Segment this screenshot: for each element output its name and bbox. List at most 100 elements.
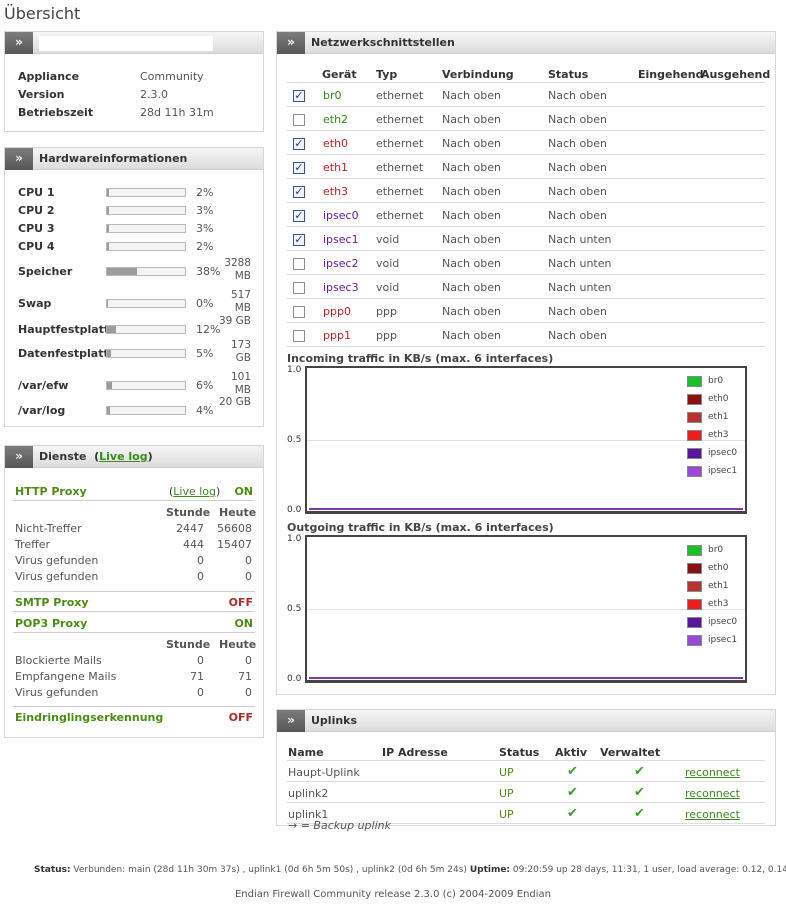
- usage-percent: 3%: [196, 222, 214, 235]
- row-divider: [287, 202, 765, 203]
- collapse-chevron-icon[interactable]: »: [277, 710, 305, 732]
- appliance-row-label: Version: [18, 88, 65, 101]
- stat-label: Virus gefunden: [15, 686, 99, 699]
- gridline: [307, 609, 745, 610]
- usage-percent: 38%: [196, 265, 221, 278]
- legend-swatch: [687, 563, 702, 574]
- services-live-log-link[interactable]: Live log: [99, 450, 148, 463]
- stat-hour: 0: [197, 554, 204, 567]
- appliance-row-value: 2.3.0: [140, 88, 168, 101]
- interface-type: ethernet: [376, 209, 424, 222]
- network-panel-title: Netzwerkschnittstellen: [311, 36, 455, 49]
- interface-checkbox[interactable]: [293, 258, 305, 270]
- stat-today: 0: [245, 654, 252, 667]
- legend-swatch: [687, 545, 702, 556]
- interface-checkbox[interactable]: ✓: [293, 185, 305, 198]
- stat-hour: 0: [197, 570, 204, 583]
- http-proxy-live-log-link[interactable]: Live log: [173, 485, 217, 498]
- usage-percent: 6%: [196, 379, 214, 392]
- col-typ: Typ: [376, 68, 398, 81]
- interface-name: eth1: [323, 161, 349, 174]
- usage-bar-fill: [107, 407, 111, 414]
- interface-checkbox[interactable]: [293, 306, 305, 318]
- row-divider: [287, 154, 765, 155]
- interface-name: ipsec0: [323, 209, 359, 222]
- collapse-chevron-icon[interactable]: »: [5, 32, 33, 54]
- legend-label: ipsec0: [708, 448, 738, 458]
- header-divider: [287, 82, 765, 83]
- stat-today: 0: [245, 554, 252, 567]
- interface-status: Nach oben: [548, 209, 607, 222]
- interface-checkbox[interactable]: ✓: [293, 233, 305, 246]
- hardware-panel-title: Hardwareinformationen: [39, 152, 188, 165]
- row-divider: [287, 823, 765, 824]
- backup-uplink-note: → = Backup uplink: [288, 819, 391, 832]
- interface-status: Nach oben: [548, 329, 607, 342]
- capacity-size: 101 MB: [230, 371, 251, 396]
- smtp-proxy-label: SMTP Proxy: [15, 596, 89, 609]
- col-ausgehend: Ausgehend: [701, 68, 771, 81]
- active-check-icon: ✔: [567, 806, 578, 821]
- interface-name: ppp0: [323, 305, 351, 318]
- legend-label: eth1: [708, 581, 729, 591]
- interface-checkbox[interactable]: ✓: [293, 89, 305, 102]
- legend-label: eth0: [708, 563, 729, 573]
- usage-bar: [106, 381, 186, 390]
- interface-type: ethernet: [376, 113, 424, 126]
- usage-bar: [106, 349, 186, 358]
- usage-bar: [106, 224, 186, 233]
- collapse-chevron-icon[interactable]: »: [5, 446, 33, 468]
- legend-item: eth1: [687, 580, 767, 594]
- stat-label: Blockierte Mails: [15, 654, 102, 667]
- stat-today: 56608: [217, 522, 252, 535]
- outgoing-y-tick: 1.0: [287, 534, 302, 544]
- interface-checkbox[interactable]: [293, 330, 305, 342]
- interface-checkbox[interactable]: ✓: [293, 137, 305, 150]
- legend-swatch: [687, 466, 702, 477]
- interface-connection: Nach oben: [442, 209, 501, 222]
- network-panel-header: » Netzwerkschnittstellen: [277, 32, 775, 54]
- reconnect-link[interactable]: reconnect: [685, 766, 740, 779]
- interface-status: Nach oben: [548, 113, 607, 126]
- hw-row-label: CPU 1: [18, 186, 55, 199]
- stat-hour: 0: [197, 686, 204, 699]
- services-panel: » Dienste (Live log) HTTP Proxy (Live lo…: [4, 445, 264, 738]
- interface-connection: Nach oben: [442, 137, 501, 150]
- reconnect-link[interactable]: reconnect: [685, 808, 740, 821]
- interface-type: void: [376, 281, 400, 294]
- interface-checkbox[interactable]: [293, 114, 305, 126]
- row-divider: [287, 106, 765, 107]
- incoming-graph-title: Incoming traffic in KB/s (max. 6 interfa…: [287, 352, 554, 365]
- usage-bar: [106, 406, 186, 415]
- stat-hour: 2447: [176, 522, 204, 535]
- collapse-chevron-icon[interactable]: »: [277, 32, 305, 54]
- interface-checkbox[interactable]: ✓: [293, 161, 305, 174]
- divider: [13, 500, 255, 501]
- hw-row-label: /var/efw: [18, 379, 69, 392]
- header-divider: [287, 760, 765, 761]
- legend-swatch: [687, 412, 702, 423]
- interface-status: Nach unten: [548, 281, 612, 294]
- legend-label: br0: [708, 545, 724, 555]
- interface-type: void: [376, 257, 400, 270]
- interface-connection: Nach oben: [442, 329, 501, 342]
- interface-status: Nach oben: [548, 89, 607, 102]
- connection-status-text: Verbunden: main (28d 11h 30m 37s) , upli…: [73, 865, 467, 875]
- outgoing-y-tick: 0.0: [287, 674, 302, 684]
- legend-item: eth0: [687, 562, 767, 576]
- row-divider: [287, 226, 765, 227]
- network-panel: » Netzwerkschnittstellen Gerät Typ Verbi…: [276, 31, 776, 695]
- legend-label: ipsec1: [708, 635, 738, 645]
- http-proxy-live-log: (Live log): [169, 485, 221, 498]
- hw-row-label: CPU 4: [18, 240, 55, 253]
- outgoing-graph-title: Outgoing traffic in KB/s (max. 6 interfa…: [287, 521, 554, 534]
- legend-swatch: [687, 448, 702, 459]
- interface-checkbox[interactable]: ✓: [293, 209, 305, 222]
- usage-bar-fill: [107, 225, 110, 232]
- col-ip: IP Adresse: [382, 746, 448, 759]
- stat-today: 15407: [217, 538, 252, 551]
- interface-checkbox[interactable]: [293, 282, 305, 294]
- collapse-chevron-icon[interactable]: »: [5, 148, 33, 170]
- legend-item: ipsec0: [687, 616, 767, 630]
- reconnect-link[interactable]: reconnect: [685, 787, 740, 800]
